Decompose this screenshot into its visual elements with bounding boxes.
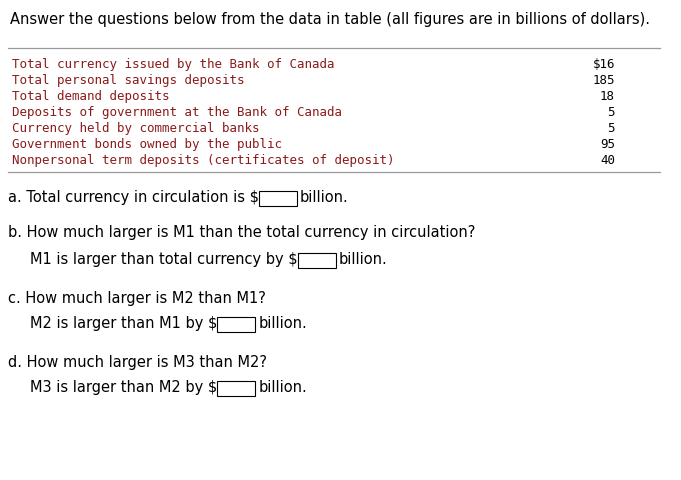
Bar xyxy=(217,381,255,396)
Bar xyxy=(259,191,297,206)
Text: billion.: billion. xyxy=(258,380,307,395)
Bar xyxy=(217,317,255,332)
Text: 95: 95 xyxy=(600,138,615,151)
Text: Currency held by commercial banks: Currency held by commercial banks xyxy=(12,122,259,135)
Text: Total personal savings deposits: Total personal savings deposits xyxy=(12,74,244,87)
Bar xyxy=(298,253,336,268)
Text: $16: $16 xyxy=(592,58,615,71)
Text: d. How much larger is M3 than M2?: d. How much larger is M3 than M2? xyxy=(8,355,267,370)
Text: a. Total currency in circulation is $: a. Total currency in circulation is $ xyxy=(8,190,259,205)
Text: billion.: billion. xyxy=(300,190,349,205)
Text: c. How much larger is M2 than M1?: c. How much larger is M2 than M1? xyxy=(8,291,266,306)
Text: Answer the questions below from the data in table (all figures are in billions o: Answer the questions below from the data… xyxy=(10,12,650,27)
Text: 5: 5 xyxy=(607,106,615,119)
Text: 185: 185 xyxy=(592,74,615,87)
Text: Government bonds owned by the public: Government bonds owned by the public xyxy=(12,138,282,151)
Text: 40: 40 xyxy=(600,154,615,167)
Text: M1 is larger than total currency by $: M1 is larger than total currency by $ xyxy=(30,252,298,267)
Text: Deposits of government at the Bank of Canada: Deposits of government at the Bank of Ca… xyxy=(12,106,342,119)
Text: M2 is larger than M1 by $: M2 is larger than M1 by $ xyxy=(30,316,217,331)
Text: 5: 5 xyxy=(607,122,615,135)
Text: billion.: billion. xyxy=(338,252,387,267)
Text: billion.: billion. xyxy=(258,316,307,331)
Text: Total currency issued by the Bank of Canada: Total currency issued by the Bank of Can… xyxy=(12,58,334,71)
Text: M3 is larger than M2 by $: M3 is larger than M2 by $ xyxy=(30,380,217,395)
Text: Total demand deposits: Total demand deposits xyxy=(12,90,170,103)
Text: 18: 18 xyxy=(600,90,615,103)
Text: Nonpersonal term deposits (certificates of deposit): Nonpersonal term deposits (certificates … xyxy=(12,154,394,167)
Text: b. How much larger is M1 than the total currency in circulation?: b. How much larger is M1 than the total … xyxy=(8,225,475,240)
